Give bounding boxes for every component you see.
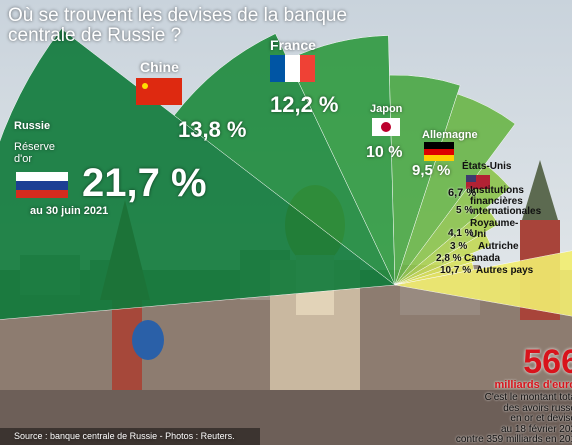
value-label: 2,8 %: [436, 253, 462, 264]
category-label: France: [270, 37, 316, 53]
russia-note: Réserve d'or: [14, 141, 55, 165]
value-label: 10,7 %: [440, 265, 472, 276]
note-line: des avoirs russe: [503, 402, 572, 414]
value-label: 21,7 %: [82, 161, 207, 205]
category-label: Japon: [370, 103, 403, 115]
category-label: Canada: [464, 253, 501, 264]
value-label: 3 %: [450, 241, 468, 252]
wedge: [394, 93, 516, 286]
wedge: [394, 252, 476, 286]
wedge: [173, 33, 396, 286]
flags: [16, 55, 490, 198]
value-label: 4,1 %: [448, 228, 474, 239]
wedge: [394, 207, 499, 286]
note: C'est le montant tota des avoirs russe en …: [455, 392, 572, 445]
note-line: en or et devise: [510, 413, 572, 424]
category-label: Chine: [140, 59, 179, 75]
total-unit: milliards d'euro: [494, 379, 572, 391]
value-label: 13,8 %: [178, 117, 247, 142]
value-label: 12,2 %: [270, 92, 339, 117]
value-label: 6,7 %: [448, 187, 477, 199]
category-label: Russie: [14, 120, 51, 132]
value-label: 5 %: [456, 205, 474, 216]
category-label: Allemagne: [422, 129, 478, 141]
wedge: [389, 74, 461, 286]
chart-title: Où se trouvent les devises de la banque …: [8, 5, 348, 46]
category-label: Institutions financières internationales: [470, 185, 542, 217]
category-label: Autres pays: [476, 265, 534, 276]
category-label: États-Unis: [462, 161, 512, 172]
value-label: 10 %: [366, 144, 403, 161]
wedge: [394, 250, 572, 317]
wedge: [394, 232, 492, 286]
note-line: contre 359 milliards en 201: [455, 434, 572, 445]
category-label: Royaume-Uni: [470, 218, 519, 240]
source: Source : banque centrale de Russie - Pho…: [14, 431, 235, 441]
wedge: [394, 163, 511, 286]
source-band: [0, 428, 260, 445]
note-line: C'est le montant tota: [484, 392, 572, 403]
date: au 30 juin 2021: [30, 205, 109, 217]
total: 566: [523, 343, 572, 381]
note-line: au 18 février 202: [500, 423, 572, 435]
category-label: Autriche: [478, 241, 519, 252]
wedge: [0, 28, 396, 320]
value-label: 9,5 %: [412, 162, 451, 179]
